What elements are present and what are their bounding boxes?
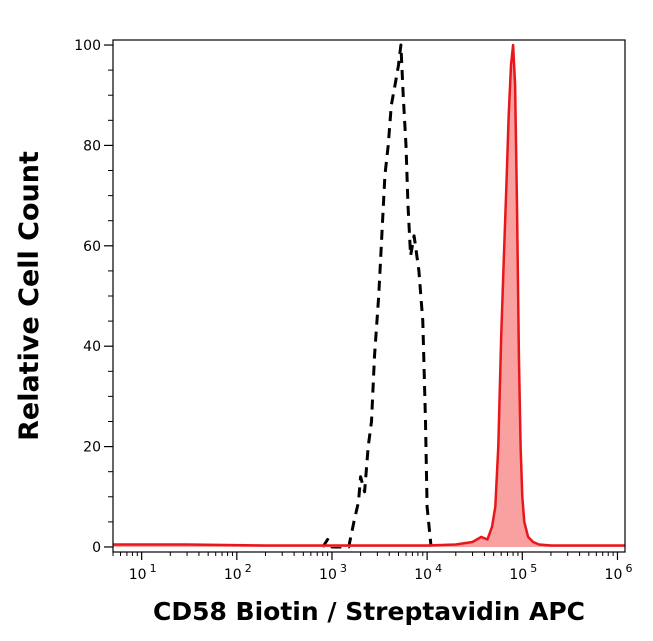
x-tick-label: 10: [605, 567, 623, 583]
y-tick-label: 40: [83, 339, 101, 355]
x-axis-title: CD58 Biotin / Streptavidin APC: [153, 597, 585, 626]
plot-frame: [112, 39, 626, 553]
x-tick-exponent: 5: [530, 562, 537, 575]
x-tick-exponent: 3: [340, 562, 347, 575]
x-tick-label: 10: [224, 567, 242, 583]
y-tick-label: 100: [74, 38, 101, 54]
x-tick-label: 10: [509, 567, 527, 583]
x-tick-exponent: 6: [625, 562, 632, 575]
x-tick-exponent: 1: [150, 562, 157, 575]
y-tick-label: 60: [83, 239, 101, 255]
x-tick-label: 10: [129, 567, 147, 583]
x-tick-label: 10: [414, 567, 432, 583]
series-1-fill: [113, 45, 625, 547]
x-tick-exponent: 2: [245, 562, 252, 575]
series-layer: [113, 43, 625, 549]
series-1-line: [113, 43, 625, 547]
y-tick-label: 0: [92, 540, 101, 556]
x-tick-exponent: 4: [435, 562, 442, 575]
series-0-line: [321, 43, 433, 549]
y-axis-title: Relative Cell Count: [14, 151, 45, 441]
y-tick-label: 80: [83, 138, 101, 154]
y-tick-label: 20: [83, 440, 101, 456]
x-tick-label: 10: [319, 567, 337, 583]
